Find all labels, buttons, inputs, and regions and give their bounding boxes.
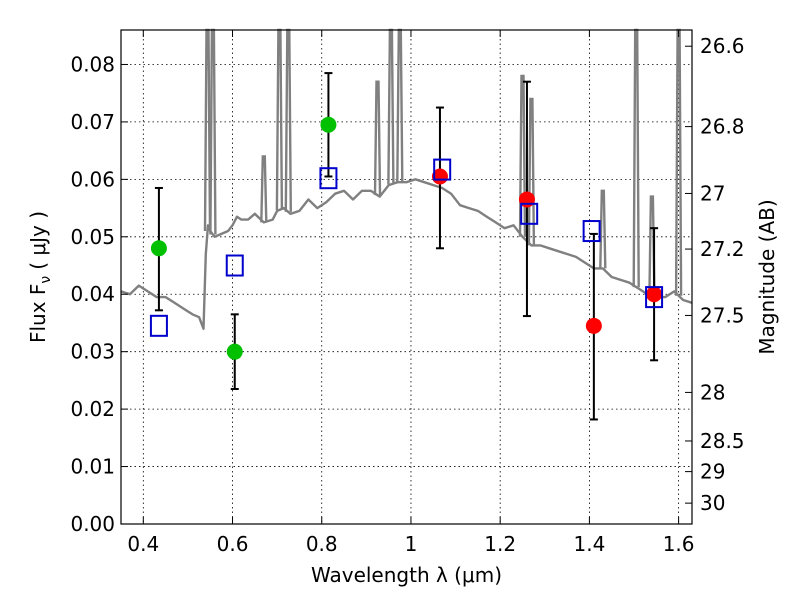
mag-tick-label: 28 xyxy=(700,380,725,404)
emission-line-spike xyxy=(260,155,268,223)
tick-labels: 0.4 0.6 0.8 1 1.2 1.4 1.6 0.00 0.01 0.02 0.03 0.04 0… xyxy=(70,34,744,556)
data-point xyxy=(646,286,663,303)
mag-tick-label: 27.5 xyxy=(700,303,745,327)
data-point xyxy=(226,343,243,360)
x-tick-label: 0.4 xyxy=(127,532,159,556)
mag-tick-label: 28.5 xyxy=(700,429,745,453)
y-tick-label: 0.04 xyxy=(70,282,115,306)
mag-tick-label: 27 xyxy=(700,181,725,205)
x-tick-label: 1.6 xyxy=(663,532,695,556)
x-tick-label: 0.6 xyxy=(217,532,249,556)
x-tick-label: 1 xyxy=(405,532,418,556)
y-tick-label: 0.08 xyxy=(70,52,115,76)
mag-tick-label: 26.6 xyxy=(700,34,745,58)
emission-line-spike xyxy=(599,189,607,269)
mag-tick-label: 30 xyxy=(700,491,725,515)
y-tick-label: 0.02 xyxy=(70,397,115,421)
y-tick-label: 0.03 xyxy=(70,340,115,364)
x-tick-label: 1.4 xyxy=(573,532,605,556)
x-tick-label: 1.2 xyxy=(484,532,516,556)
y-axis-label-main: Flux F xyxy=(26,284,50,343)
data-markers xyxy=(149,116,664,360)
emission-line-spike xyxy=(373,80,382,196)
data-point xyxy=(320,116,337,133)
data-point xyxy=(585,317,602,334)
axis-ticks xyxy=(121,30,692,525)
y-axis-label-sub: ν xyxy=(38,276,54,284)
y-tick-label: 0.07 xyxy=(70,110,115,134)
y-tick-label: 0.06 xyxy=(70,167,115,191)
model-square xyxy=(319,167,338,190)
y-tick-label: 0.01 xyxy=(70,455,115,479)
model-square xyxy=(520,202,539,225)
x-tick-label: 0.8 xyxy=(306,532,338,556)
emission-line-spike xyxy=(527,97,536,246)
emission-line-spike xyxy=(518,74,527,237)
mag-tick-label: 27.2 xyxy=(700,237,745,261)
y-axis-label-unit: ( μJy ) xyxy=(26,211,50,270)
model-square xyxy=(433,158,452,181)
mag-tick-label: 29 xyxy=(700,460,725,484)
y-axis-label: Flux Fν ( μJy ) xyxy=(26,211,54,343)
model-square xyxy=(582,220,601,243)
y-axis-right-label: Magnitude (AB) xyxy=(755,199,779,354)
data-point xyxy=(150,240,167,257)
y-tick-label: 0.05 xyxy=(70,225,115,249)
model-square xyxy=(645,286,664,309)
model-square xyxy=(149,314,168,337)
model-square xyxy=(225,254,244,277)
x-axis-label: Wavelength λ (μm) xyxy=(311,563,502,587)
mag-tick-label: 26.8 xyxy=(700,115,745,139)
y-tick-label: 0.00 xyxy=(70,512,115,536)
plot-frame xyxy=(120,29,693,525)
